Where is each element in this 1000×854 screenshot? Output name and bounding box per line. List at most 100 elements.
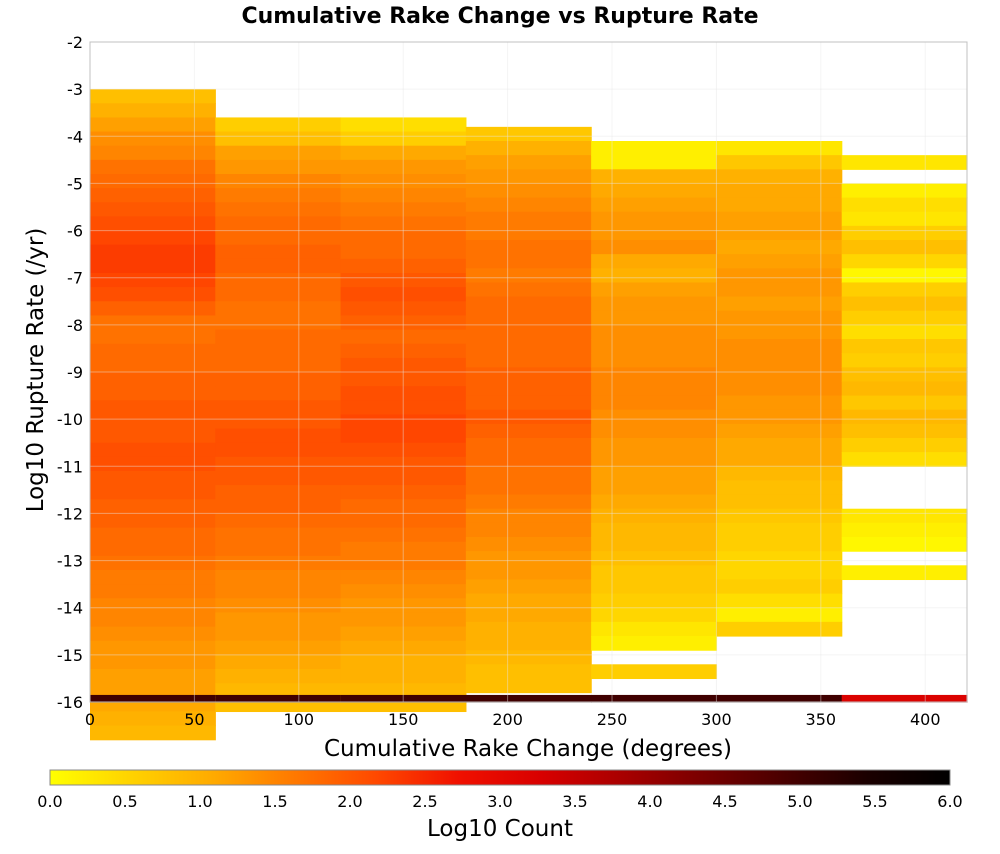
colorbar-tick-label: 4.5 bbox=[712, 792, 737, 811]
heatmap-cell bbox=[340, 694, 467, 703]
heatmap-cell bbox=[465, 522, 592, 538]
heatmap-cell bbox=[340, 442, 467, 458]
heatmap-cell bbox=[90, 694, 216, 703]
heatmap-cell bbox=[465, 621, 592, 637]
heatmap-cell bbox=[215, 612, 342, 628]
y-tick-label: -3 bbox=[67, 80, 83, 99]
heatmap-cell bbox=[215, 188, 342, 203]
heatmap-cell bbox=[90, 273, 216, 288]
heatmap-cell bbox=[90, 329, 216, 345]
heatmap-cell bbox=[90, 117, 216, 133]
heatmap-cell bbox=[841, 282, 968, 298]
heatmap-cell bbox=[465, 551, 592, 566]
heatmap-cell bbox=[340, 570, 467, 585]
heatmap-cell bbox=[465, 126, 592, 142]
heatmap-cell bbox=[716, 381, 843, 397]
heatmap-cell bbox=[215, 555, 342, 571]
heatmap-cell bbox=[716, 522, 843, 538]
x-tick-label: 350 bbox=[806, 710, 837, 729]
heatmap-cell bbox=[90, 654, 216, 670]
heatmap-cell bbox=[340, 683, 467, 698]
heatmap-cell bbox=[215, 386, 342, 401]
heatmap-cell bbox=[716, 409, 843, 425]
heatmap-cell bbox=[90, 711, 216, 727]
heatmap-cell bbox=[465, 155, 592, 170]
heatmap-cell bbox=[465, 438, 592, 453]
heatmap-cell bbox=[215, 400, 342, 416]
heatmap-cell bbox=[716, 452, 843, 467]
heatmap-cell bbox=[591, 240, 718, 255]
heatmap-cell bbox=[215, 485, 342, 500]
heatmap-cell bbox=[841, 367, 968, 383]
heatmap-cell bbox=[90, 414, 216, 430]
heatmap-cell bbox=[841, 381, 968, 397]
y-tick-label: -5 bbox=[67, 174, 83, 193]
heatmap-cell bbox=[716, 593, 843, 609]
heatmap-cell bbox=[841, 565, 968, 581]
x-axis-label: Cumulative Rake Change (degrees) bbox=[324, 736, 732, 762]
colorbar-tick-label: 0.0 bbox=[37, 792, 62, 811]
heatmap-cell bbox=[591, 565, 718, 581]
heatmap-cell bbox=[465, 367, 592, 383]
heatmap-cell bbox=[90, 131, 216, 147]
heatmap-cell bbox=[340, 301, 467, 317]
heatmap-cell bbox=[465, 480, 592, 496]
heatmap-cell bbox=[591, 694, 718, 703]
heatmap-cell bbox=[340, 414, 467, 430]
heatmap-cell bbox=[465, 678, 592, 694]
heatmap-cell bbox=[340, 386, 467, 401]
heatmap-cell bbox=[465, 282, 592, 298]
colorbar-tick-label: 3.0 bbox=[487, 792, 512, 811]
heatmap-cell bbox=[90, 555, 216, 571]
heatmap-cell bbox=[841, 268, 968, 284]
heatmap-cell bbox=[215, 357, 342, 373]
heatmap-cell bbox=[716, 579, 843, 595]
heatmap-cell bbox=[841, 522, 968, 538]
heatmap-cell bbox=[340, 654, 467, 670]
heatmap-cell bbox=[716, 537, 843, 552]
heatmap-cell bbox=[465, 395, 592, 411]
heatmap-cell bbox=[716, 282, 843, 298]
heatmap-cell bbox=[340, 258, 467, 274]
heatmap-cell bbox=[340, 315, 467, 331]
y-tick-label: -2 bbox=[67, 33, 83, 52]
heatmap-cell bbox=[215, 244, 342, 260]
heatmap-cell bbox=[465, 593, 592, 609]
heatmap-cell bbox=[340, 343, 467, 359]
heatmap-cell bbox=[340, 188, 467, 203]
heatmap-cell bbox=[90, 386, 216, 401]
heatmap-cell bbox=[340, 216, 467, 232]
heatmap-cell bbox=[215, 258, 342, 274]
heatmap-cell bbox=[591, 197, 718, 213]
heatmap-cell bbox=[716, 296, 843, 312]
y-tick-label: -9 bbox=[67, 363, 83, 382]
heatmap-cell bbox=[340, 131, 467, 147]
heatmap-cell bbox=[841, 395, 968, 411]
heatmap-cell bbox=[215, 343, 342, 359]
heatmap-cell bbox=[90, 174, 216, 189]
heatmap-cell bbox=[465, 353, 592, 368]
heatmap-cell bbox=[215, 202, 342, 218]
heatmap-cell bbox=[465, 650, 592, 665]
heatmap-cell bbox=[465, 537, 592, 552]
heatmap-cell bbox=[716, 565, 843, 581]
heatmap-cell bbox=[215, 456, 342, 472]
colorbar-tick-label: 0.5 bbox=[112, 792, 137, 811]
heatmap-cell bbox=[465, 494, 592, 510]
heatmap-cell bbox=[465, 324, 592, 340]
heatmap-cell bbox=[591, 423, 718, 439]
heatmap-cell bbox=[215, 694, 342, 703]
colorbar-tick-label: 5.0 bbox=[787, 792, 812, 811]
heatmap-cell bbox=[215, 159, 342, 175]
heatmap-cell bbox=[716, 694, 843, 703]
colorbar-tick-label: 1.0 bbox=[187, 792, 212, 811]
heatmap-cell bbox=[591, 395, 718, 411]
heatmap-cell bbox=[465, 296, 592, 312]
heatmap-cell bbox=[340, 626, 467, 642]
heatmap-cell bbox=[340, 357, 467, 373]
heatmap-cell bbox=[716, 607, 843, 623]
heatmap-cell bbox=[591, 621, 718, 637]
heatmap-cell bbox=[716, 339, 843, 354]
heatmap-cell bbox=[591, 537, 718, 552]
